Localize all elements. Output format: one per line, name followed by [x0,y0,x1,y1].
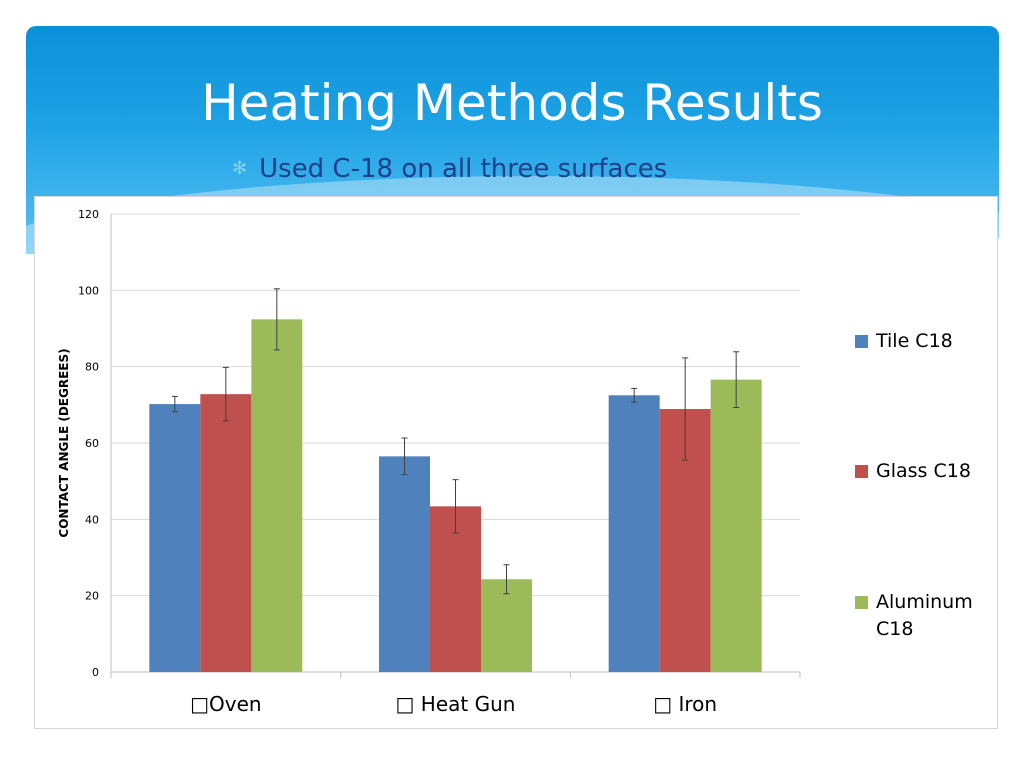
y-tick-label: 20 [85,590,99,603]
bar [149,404,201,672]
legend-swatch [855,335,868,348]
slide-title: Heating Methods Results [201,74,823,132]
y-tick-label: 100 [78,284,99,297]
legend-swatch [855,465,868,478]
bar [200,394,252,672]
bar [481,579,532,672]
bar [710,379,762,672]
bar-chart: 0 20 40 60 80 100 120 CONTACT ANGLE (DEGREES) □O… [57,208,801,716]
y-tick-label: 80 [85,361,99,374]
x-category-label: □Oven [190,692,261,716]
bar [379,456,430,672]
y-tick-label: 60 [85,437,99,450]
y-tick-label: 40 [85,513,99,526]
slide-bullet: ✻ Used C-18 on all three surfaces [232,154,667,184]
snowflake-bullet-icon: ✻ [232,158,248,179]
chart-panel: 0 20 40 60 80 100 120 CONTACT ANGLE (DEGREES) □O… [34,196,998,729]
bar [251,319,303,672]
bullet-text: Used C-18 on all three surfaces [259,154,668,184]
legend-label: Tile C18 [876,330,953,352]
bar [608,395,660,672]
legend-label: Glass C18 [876,460,971,482]
y-tick-label: 0 [92,666,99,679]
legend-swatch [855,596,868,609]
x-category-label: □ Iron [653,692,717,716]
bar [430,506,481,672]
y-axis-title: CONTACT ANGLE (DEGREES) [57,348,71,537]
y-tick-label: 120 [78,208,99,221]
legend-label: Aluminum C18 [876,591,973,640]
x-category-label: □ Heat Gun [396,692,516,716]
